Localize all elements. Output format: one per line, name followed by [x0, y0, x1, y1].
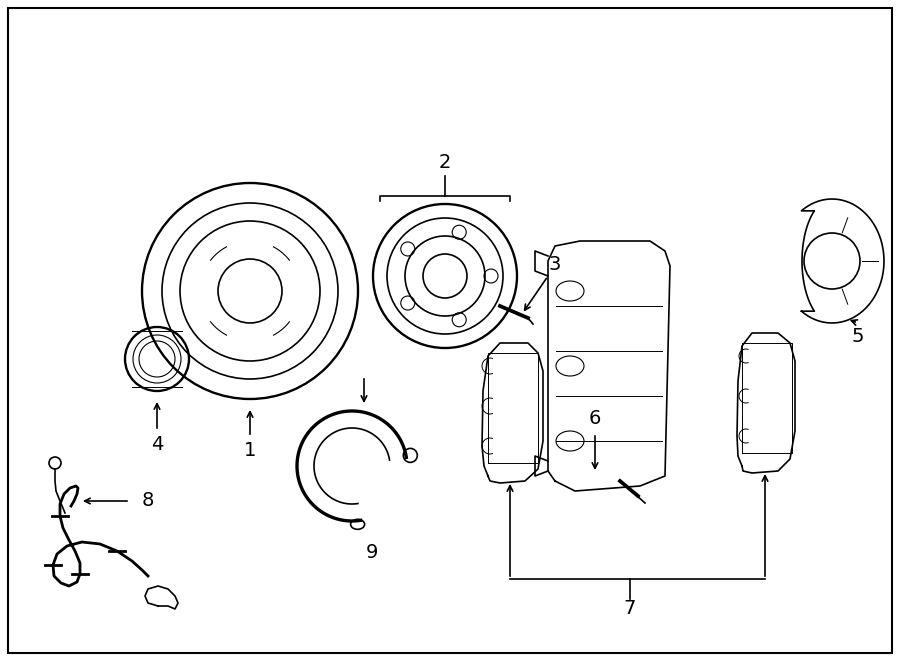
Text: 7: 7: [624, 600, 636, 619]
Text: 8: 8: [142, 492, 154, 510]
Text: 1: 1: [244, 442, 256, 461]
Text: 9: 9: [365, 543, 378, 563]
Text: 6: 6: [589, 410, 601, 428]
Text: 2: 2: [439, 153, 451, 171]
Text: 4: 4: [151, 436, 163, 455]
Text: 5: 5: [851, 327, 864, 346]
Text: 3: 3: [549, 254, 562, 274]
